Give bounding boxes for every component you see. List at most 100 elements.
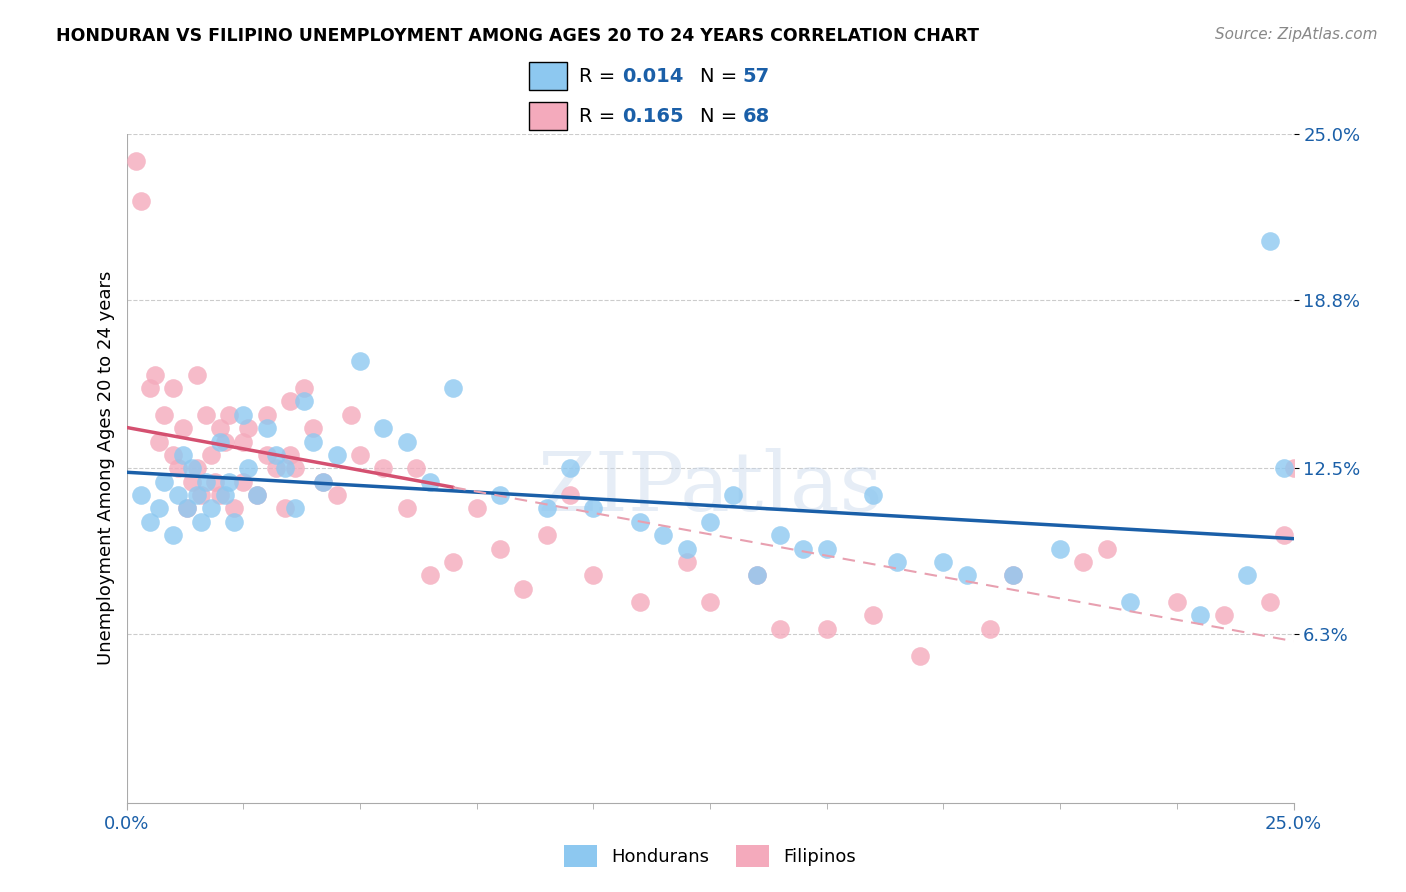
Point [769, 622, 792, 636]
Point [236, 461, 259, 475]
Point [419, 475, 441, 489]
Point [186, 461, 208, 475]
Point [274, 461, 297, 475]
Point [278, 394, 301, 409]
Point [325, 448, 347, 462]
Point [699, 595, 721, 609]
Point [1073, 555, 1095, 569]
Point [246, 488, 269, 502]
Text: Source: ZipAtlas.com: Source: ZipAtlas.com [1215, 27, 1378, 42]
Text: R =: R = [579, 67, 621, 86]
Point [349, 354, 371, 368]
Point [792, 541, 814, 556]
Point [278, 448, 301, 462]
Point [628, 595, 651, 609]
Point [162, 528, 184, 542]
Point [208, 488, 231, 502]
Point [419, 568, 441, 582]
Point [862, 488, 884, 502]
Point [125, 153, 148, 168]
Point [284, 461, 307, 475]
Text: 57: 57 [742, 67, 770, 86]
Point [1002, 568, 1025, 582]
Point [1119, 595, 1142, 609]
Point [256, 408, 278, 422]
Point [208, 421, 231, 435]
Point [232, 475, 254, 489]
Point [194, 408, 217, 422]
Point [256, 448, 278, 462]
Point [222, 501, 245, 516]
Point [1166, 595, 1188, 609]
Point [1258, 595, 1281, 609]
Point [815, 622, 838, 636]
Point [172, 421, 194, 435]
Point [139, 515, 162, 529]
Point [339, 408, 361, 422]
Point [723, 488, 745, 502]
Text: 0.165: 0.165 [623, 107, 683, 126]
Point [886, 555, 908, 569]
Point [218, 408, 240, 422]
Point [194, 475, 217, 489]
Point [373, 421, 395, 435]
Point [675, 541, 697, 556]
Point [489, 541, 512, 556]
Point [558, 488, 581, 502]
Text: N =: N = [700, 107, 744, 126]
Point [628, 515, 651, 529]
Point [1272, 528, 1295, 542]
Point [264, 448, 287, 462]
Point [232, 434, 254, 449]
Point [143, 368, 166, 382]
Point [908, 648, 931, 663]
Text: ZIPatlas: ZIPatlas [537, 449, 883, 528]
Point [284, 501, 307, 516]
FancyBboxPatch shape [530, 102, 567, 130]
Point [395, 434, 418, 449]
Point [699, 515, 721, 529]
Point [745, 568, 768, 582]
Point [204, 475, 226, 489]
Point [441, 555, 464, 569]
Point [153, 475, 176, 489]
Point [1095, 541, 1118, 556]
Point [302, 434, 325, 449]
Point [167, 488, 190, 502]
Point [176, 501, 198, 516]
Point [148, 434, 170, 449]
Point [582, 501, 605, 516]
Point [190, 488, 212, 502]
Point [652, 528, 675, 542]
Point [1189, 608, 1212, 623]
Point [190, 515, 212, 529]
Point [129, 194, 152, 208]
Point [292, 394, 315, 409]
Point [311, 475, 333, 489]
Point [186, 368, 208, 382]
Point [218, 475, 240, 489]
Point [932, 555, 955, 569]
Point [214, 488, 236, 502]
Point [246, 488, 269, 502]
Point [1002, 568, 1025, 582]
Text: 68: 68 [742, 107, 770, 126]
Point [148, 501, 170, 516]
Point [176, 501, 198, 516]
Point [1212, 608, 1234, 623]
Point [465, 501, 488, 516]
Point [200, 448, 222, 462]
Point [956, 568, 979, 582]
Point [745, 568, 768, 582]
Point [264, 461, 287, 475]
Point [405, 461, 427, 475]
Point [815, 541, 838, 556]
Point [139, 381, 162, 395]
Point [167, 461, 190, 475]
Point [180, 475, 202, 489]
Point [236, 421, 259, 435]
Point [536, 501, 558, 516]
Point [180, 461, 202, 475]
Point [186, 488, 208, 502]
Point [979, 622, 1001, 636]
